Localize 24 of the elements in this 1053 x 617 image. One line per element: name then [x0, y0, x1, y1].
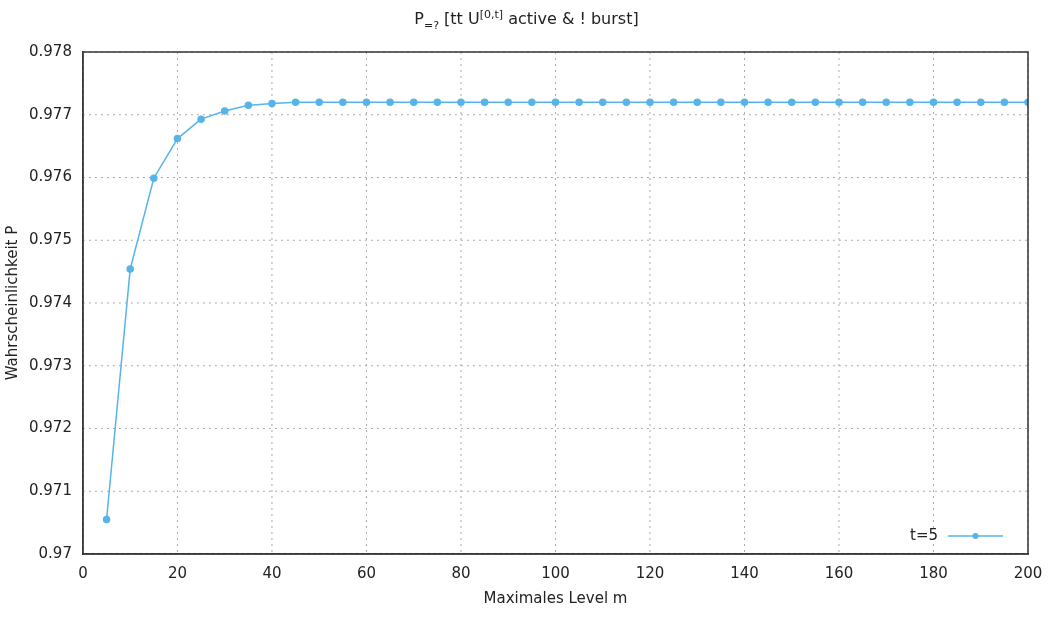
y-axis-title: Wahrscheinlichkeit P	[2, 225, 21, 381]
y-tick-label: 0.97	[38, 543, 72, 562]
x-tick-label: 0	[78, 563, 88, 582]
legend-label: t=5	[910, 525, 938, 544]
x-axis-title: Maximales Level m	[483, 588, 628, 607]
y-tick-label: 0.971	[28, 481, 72, 500]
y-tick-label: 0.978	[28, 41, 72, 60]
x-tick-label: 180	[919, 563, 948, 582]
x-tick-label: 120	[635, 563, 665, 582]
x-tick-label: 140	[730, 563, 759, 582]
x-tick-label: 40	[262, 563, 282, 582]
y-tick-label: 0.977	[28, 104, 72, 123]
x-tick-label: 20	[167, 563, 187, 582]
y-tick-label: 0.974	[28, 292, 72, 311]
x-tick-label: 60	[356, 563, 377, 582]
x-tick-label: 160	[824, 563, 854, 582]
x-tick-label: 200	[1013, 563, 1043, 582]
y-tick-label: 0.976	[28, 167, 72, 186]
x-tick-label: 80	[451, 563, 471, 582]
x-tick-label: 100	[541, 563, 570, 582]
y-tick-label: 0.975	[28, 230, 72, 249]
y-tick-label: 0.972	[28, 418, 72, 437]
chart-title: P$_{=?}$ [tt U$^{[0,t]}$ active & ! burst]	[413, 8, 640, 32]
y-tick-label: 0.973	[28, 355, 72, 374]
